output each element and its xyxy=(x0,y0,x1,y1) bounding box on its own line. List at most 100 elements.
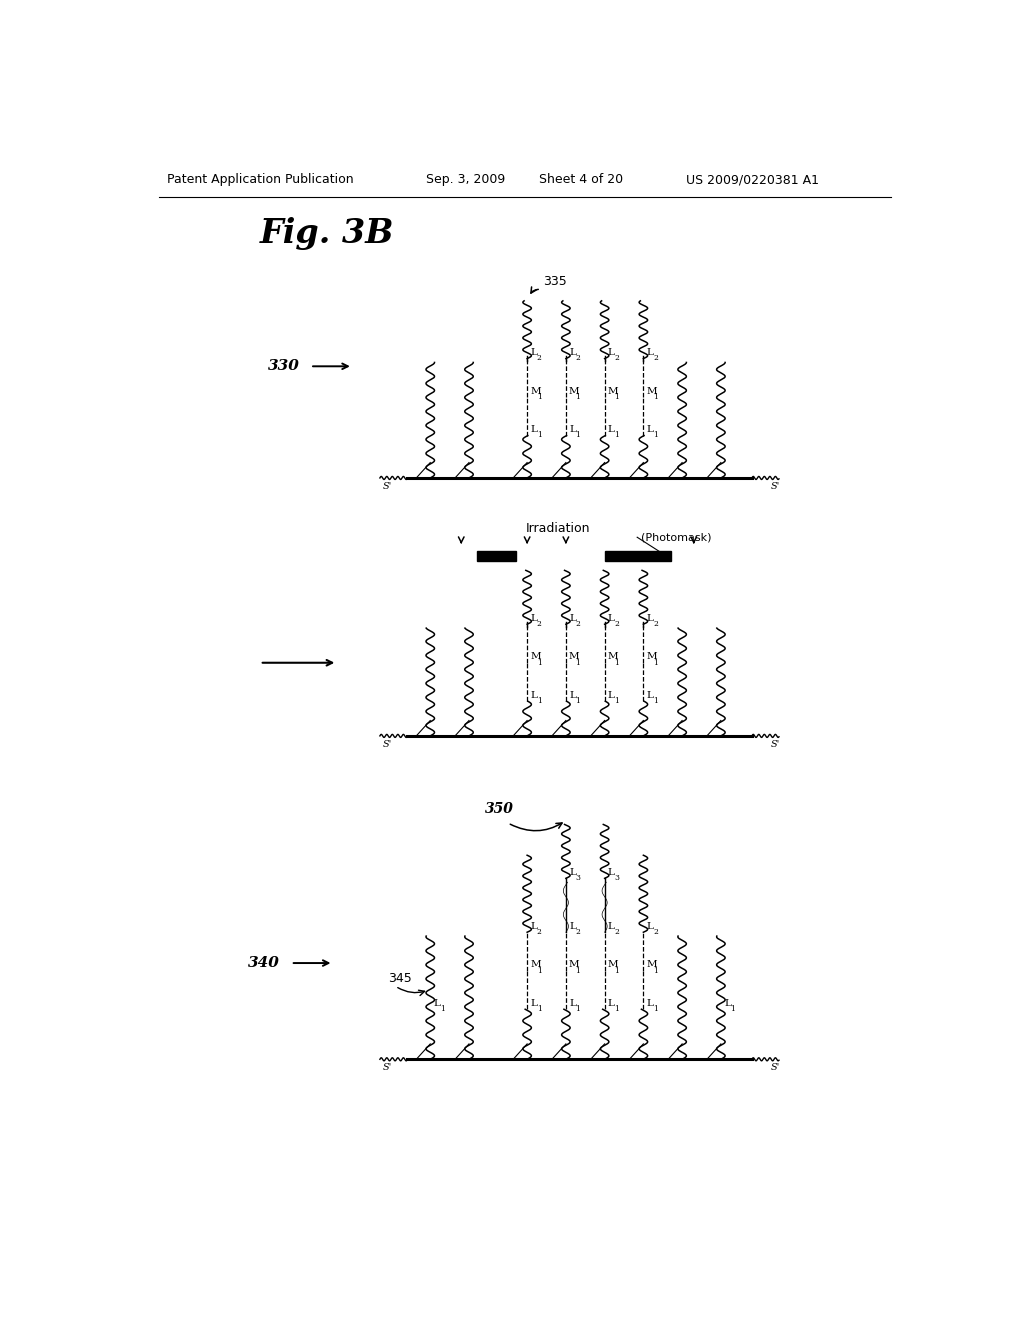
Text: S': S' xyxy=(383,482,392,491)
Text: 1: 1 xyxy=(614,432,620,440)
Text: 1: 1 xyxy=(575,966,581,974)
Text: M: M xyxy=(607,387,618,396)
Text: 2: 2 xyxy=(653,928,658,936)
Text: M: M xyxy=(646,387,657,396)
Text: 330: 330 xyxy=(267,359,299,374)
Text: S': S' xyxy=(770,739,779,748)
Text: 2: 2 xyxy=(575,355,581,363)
Text: Irradiation: Irradiation xyxy=(526,521,591,535)
Text: 2: 2 xyxy=(653,355,658,363)
Text: 1: 1 xyxy=(537,393,542,401)
Text: Fig. 3B: Fig. 3B xyxy=(260,218,394,251)
Text: 1: 1 xyxy=(653,966,658,974)
Text: 2: 2 xyxy=(614,620,620,628)
Text: 1: 1 xyxy=(575,659,581,667)
Text: S': S' xyxy=(770,482,779,491)
Text: L: L xyxy=(530,425,538,434)
Text: 3: 3 xyxy=(614,874,620,882)
Text: 1: 1 xyxy=(653,432,658,440)
Text: 1: 1 xyxy=(614,1005,620,1014)
Text: 1: 1 xyxy=(575,697,581,705)
Text: 1: 1 xyxy=(440,1005,444,1014)
Text: L: L xyxy=(569,690,575,700)
Text: 2: 2 xyxy=(537,620,542,628)
Text: 1: 1 xyxy=(614,393,620,401)
Bar xyxy=(604,552,671,561)
Text: M: M xyxy=(607,652,618,661)
Text: 340: 340 xyxy=(248,956,280,970)
Text: L: L xyxy=(433,999,440,1007)
Text: 350: 350 xyxy=(484,803,513,816)
Text: 1: 1 xyxy=(537,1005,542,1014)
Text: 1: 1 xyxy=(537,697,542,705)
Text: 2: 2 xyxy=(575,928,581,936)
Text: L: L xyxy=(646,690,653,700)
Text: M: M xyxy=(607,960,618,969)
Text: M: M xyxy=(569,387,580,396)
Text: 2: 2 xyxy=(537,355,542,363)
Text: L: L xyxy=(646,921,653,931)
Text: L: L xyxy=(607,867,614,876)
Text: 1: 1 xyxy=(614,659,620,667)
Text: M: M xyxy=(569,652,580,661)
Text: 1: 1 xyxy=(614,966,620,974)
Text: 1: 1 xyxy=(653,697,658,705)
Text: 345: 345 xyxy=(388,972,412,985)
Text: M: M xyxy=(530,960,541,969)
Text: L: L xyxy=(646,425,653,434)
Text: L: L xyxy=(724,999,731,1007)
Text: L: L xyxy=(607,921,614,931)
Text: 1: 1 xyxy=(575,432,581,440)
Text: L: L xyxy=(646,999,653,1007)
Text: L: L xyxy=(530,348,538,358)
Text: US 2009/0220381 A1: US 2009/0220381 A1 xyxy=(686,173,819,186)
Text: L: L xyxy=(569,921,575,931)
Text: 1: 1 xyxy=(653,1005,658,1014)
Text: Sep. 3, 2009: Sep. 3, 2009 xyxy=(426,173,506,186)
Text: L: L xyxy=(607,690,614,700)
Text: S': S' xyxy=(383,739,392,748)
Text: L: L xyxy=(607,999,614,1007)
Text: L: L xyxy=(646,614,653,623)
Text: 1: 1 xyxy=(653,659,658,667)
Bar xyxy=(477,552,515,561)
Text: L: L xyxy=(569,425,575,434)
Text: Patent Application Publication: Patent Application Publication xyxy=(167,173,353,186)
Text: M: M xyxy=(569,960,580,969)
Text: L: L xyxy=(530,614,538,623)
Text: L: L xyxy=(569,614,575,623)
Text: 2: 2 xyxy=(614,355,620,363)
Text: M: M xyxy=(530,387,541,396)
Text: L: L xyxy=(569,867,575,876)
Text: L: L xyxy=(530,999,538,1007)
Text: 1: 1 xyxy=(537,966,542,974)
Text: 335: 335 xyxy=(543,275,566,288)
Text: 1: 1 xyxy=(575,1005,581,1014)
Text: Sheet 4 of 20: Sheet 4 of 20 xyxy=(539,173,623,186)
Text: L: L xyxy=(530,921,538,931)
Text: S': S' xyxy=(383,1063,392,1072)
Text: (Photomask): (Photomask) xyxy=(641,532,712,543)
Text: 1: 1 xyxy=(730,1005,735,1014)
Text: 1: 1 xyxy=(653,393,658,401)
Text: M: M xyxy=(530,652,541,661)
Text: L: L xyxy=(607,425,614,434)
Text: 1: 1 xyxy=(537,432,542,440)
Text: 1: 1 xyxy=(614,697,620,705)
Text: S': S' xyxy=(770,1063,779,1072)
Text: L: L xyxy=(569,999,575,1007)
Text: M: M xyxy=(646,652,657,661)
Text: L: L xyxy=(530,690,538,700)
Text: L: L xyxy=(607,614,614,623)
Text: 2: 2 xyxy=(537,928,542,936)
Text: 2: 2 xyxy=(614,928,620,936)
Text: L: L xyxy=(569,348,575,358)
Text: 3: 3 xyxy=(575,874,581,882)
Text: 1: 1 xyxy=(575,393,581,401)
Text: L: L xyxy=(646,348,653,358)
Text: L: L xyxy=(607,348,614,358)
Text: 2: 2 xyxy=(653,620,658,628)
Text: M: M xyxy=(646,960,657,969)
Text: 2: 2 xyxy=(575,620,581,628)
Text: 1: 1 xyxy=(537,659,542,667)
